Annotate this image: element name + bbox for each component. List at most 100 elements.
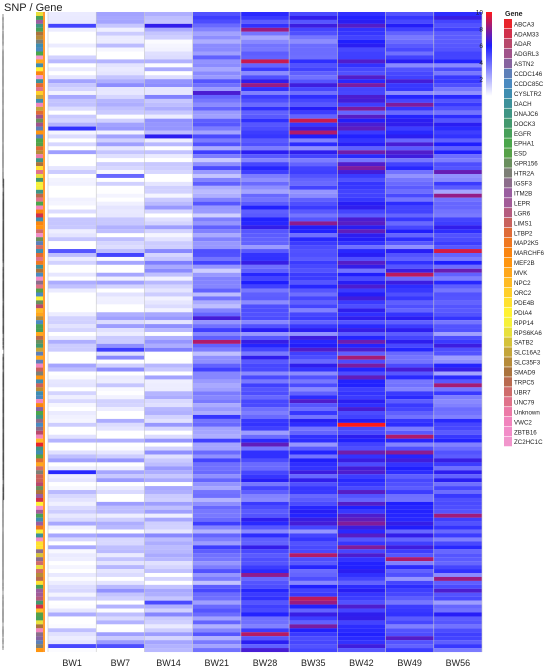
heatmap-cell — [433, 549, 482, 554]
heatmap-cell — [192, 98, 241, 103]
heatmap-cell — [433, 23, 482, 28]
heatmap-cell — [289, 209, 338, 214]
heatmap-cell — [48, 624, 97, 629]
heatmap-cell — [96, 335, 145, 340]
heatmap-cell — [48, 557, 97, 562]
heatmap-cell — [48, 312, 97, 317]
heatmap-cell — [337, 343, 386, 348]
heatmap-cell — [337, 193, 386, 198]
heatmap-cell — [240, 328, 290, 333]
gene-annotation-cell — [36, 193, 43, 198]
heatmap-cell — [433, 102, 482, 107]
heatmap-cell — [192, 276, 241, 281]
heatmap-cell — [289, 632, 338, 637]
heatmap-cell — [48, 268, 97, 273]
heatmap-cell — [144, 486, 193, 491]
heatmap-cell — [144, 39, 193, 44]
heatmap-cell — [48, 217, 97, 222]
legend-swatch — [504, 357, 512, 367]
heatmap-cell — [240, 106, 290, 111]
heatmap-cell — [337, 628, 386, 633]
heatmap-cell — [192, 493, 241, 498]
heatmap-cell — [433, 122, 482, 127]
heatmap-cell — [48, 158, 97, 163]
heatmap-cell — [96, 138, 145, 143]
heatmap-cell — [144, 482, 193, 487]
heatmap-cell — [240, 162, 290, 167]
heatmap-cell — [48, 15, 97, 20]
legend-swatch — [504, 317, 512, 327]
heatmap-cell — [48, 94, 97, 99]
heatmap-cell — [337, 375, 386, 380]
gene-annotation-cell — [36, 367, 43, 372]
gene-annotation-cell — [36, 557, 43, 562]
legend-swatch — [504, 148, 512, 158]
heatmap-cell — [433, 497, 482, 502]
heatmap-cell — [337, 553, 386, 558]
heatmap-cell — [144, 497, 193, 502]
heatmap-cell — [96, 324, 145, 329]
heatmap-cell — [240, 557, 290, 562]
gene-annotation-cell — [36, 47, 43, 52]
heatmap-cell — [192, 75, 241, 80]
heatmap-cell — [337, 217, 386, 222]
heatmap-cell — [96, 624, 145, 629]
heatmap-cell — [48, 418, 97, 423]
heatmap-cell — [144, 454, 193, 459]
heatmap-cell — [289, 462, 338, 467]
heatmap-cell — [337, 31, 386, 36]
heatmap-cell — [433, 126, 482, 131]
heatmap-cell — [289, 644, 338, 649]
heatmap-cell — [337, 565, 386, 570]
heatmap-cell — [385, 23, 434, 28]
heatmap-cell — [240, 43, 290, 48]
heatmap-cell — [96, 561, 145, 566]
heatmap-cell — [48, 260, 97, 265]
heatmap-cell — [240, 490, 290, 495]
heatmap-cell — [144, 367, 193, 372]
gene-annotation-cell — [36, 300, 43, 305]
heatmap-cell — [48, 505, 97, 510]
gene-annotation-cell — [36, 549, 43, 554]
heatmap-cell — [240, 252, 290, 257]
legend-swatch — [504, 78, 512, 89]
heatmap-cell — [96, 363, 145, 368]
column-label-bw14: BW14 — [156, 658, 181, 668]
heatmap-cell — [240, 213, 290, 218]
heatmap-cell — [96, 529, 145, 534]
heatmap-cell — [96, 549, 145, 554]
gene-annotation-cell — [36, 387, 43, 392]
heatmap-cell — [385, 426, 434, 431]
heatmap-cell — [385, 549, 434, 554]
gene-annotation-cell — [36, 312, 43, 317]
heatmap-cell — [48, 513, 97, 518]
gene-annotation-cell — [36, 513, 43, 518]
heatmap-cell — [289, 91, 338, 96]
heatmap-cell — [144, 521, 193, 526]
heatmap-cell — [96, 474, 145, 479]
heatmap-cell — [433, 446, 482, 451]
gene-annotation-cell — [36, 418, 43, 423]
gene-annotation-cell — [36, 118, 43, 123]
legend-swatch — [504, 198, 512, 208]
heatmap-cell — [289, 268, 338, 273]
heatmap-cell — [289, 43, 338, 48]
heatmap-cell — [240, 47, 290, 52]
heatmap-cell — [48, 209, 97, 214]
heatmap-cell — [96, 632, 145, 637]
legend-label: IGSF3 — [514, 181, 532, 188]
heatmap-cell — [385, 67, 434, 72]
heatmap-cell — [48, 181, 97, 186]
legend-swatch — [504, 178, 512, 188]
heatmap-cell — [433, 15, 482, 20]
heatmap-cell — [192, 55, 241, 60]
heatmap-cell — [144, 110, 193, 115]
heatmap-cell — [48, 67, 97, 72]
heatmap-cell — [240, 501, 290, 506]
heatmap-cell — [240, 414, 290, 419]
heatmap-cell — [144, 596, 193, 601]
gene-annotation-cell — [36, 620, 43, 625]
heatmap-cell — [192, 399, 241, 404]
heatmap-cell — [48, 233, 97, 238]
heatmap-cell — [433, 75, 482, 80]
